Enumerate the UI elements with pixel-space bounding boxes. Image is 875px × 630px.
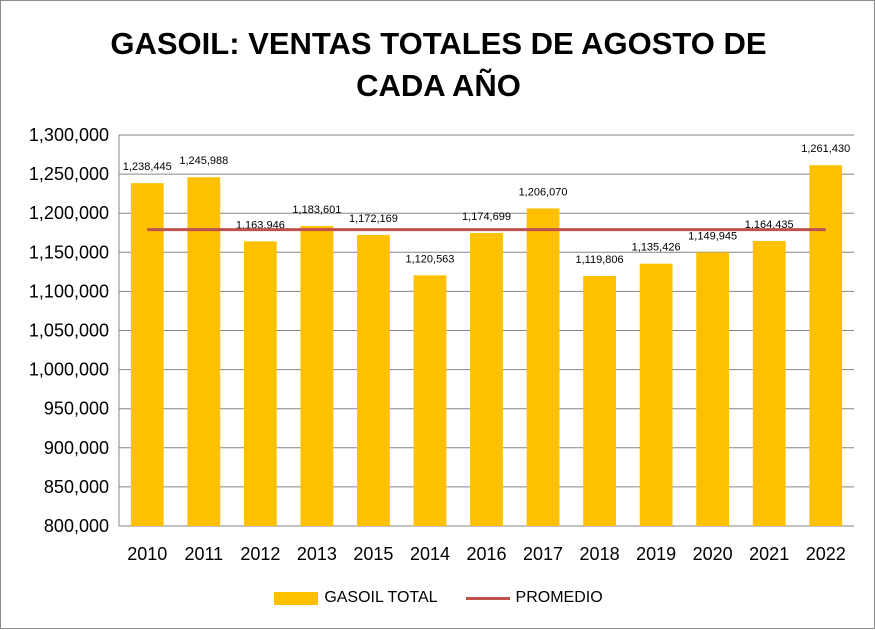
y-tick-label: 950,000	[44, 399, 109, 419]
x-tick-label: 2012	[240, 544, 280, 564]
x-tick-label: 2020	[693, 544, 733, 564]
legend-swatch-bar	[274, 591, 319, 605]
bar	[357, 234, 390, 526]
x-tick-label: 2019	[636, 544, 676, 564]
data-label: 1,238,445	[123, 161, 172, 173]
x-tick-label: 2018	[580, 544, 620, 564]
chart-title: GASOIL: VENTAS TOTALES DE AGOSTO DE CADA…	[1, 23, 875, 107]
y-tick-label: 1,000,000	[29, 360, 109, 380]
data-label: 1,174,699	[462, 211, 511, 223]
bar	[470, 232, 503, 526]
y-tick-label: 850,000	[44, 477, 109, 497]
legend-swatch-line	[465, 596, 510, 600]
bar	[300, 226, 334, 526]
legend-item-gasoil-total: GASOIL TOTAL	[274, 589, 438, 607]
y-tick-label: 1,050,000	[29, 321, 109, 341]
y-tick-label: 1,200,000	[29, 203, 109, 223]
y-tick-label: 1,300,000	[29, 125, 109, 145]
data-label: 1,149,945	[688, 230, 737, 242]
data-label: 1,261,430	[801, 143, 850, 155]
y-tick-label: 1,250,000	[29, 164, 109, 184]
bar	[639, 263, 673, 526]
data-label: 1,245,988	[179, 155, 228, 167]
bar	[809, 165, 843, 526]
bar	[583, 275, 616, 526]
chart-title-line-1: GASOIL: VENTAS TOTALES DE AGOSTO DE	[110, 26, 767, 61]
data-label: 1,183,601	[292, 204, 341, 216]
chart-title-line-2: CADA AÑO	[356, 68, 521, 103]
data-label: 1,135,426	[632, 242, 681, 254]
legend-label-promedio: PROMEDIO	[515, 589, 603, 606]
data-label: 1,206,070	[519, 186, 568, 198]
legend-item-promedio: PROMEDIO	[465, 589, 603, 607]
x-tick-label: 2021	[749, 544, 789, 564]
bar	[187, 177, 221, 527]
x-tick-label: 2017	[523, 544, 563, 564]
x-tick-label: 2013	[297, 544, 337, 564]
bar	[526, 208, 560, 527]
y-tick-label: 900,000	[44, 438, 109, 458]
x-tick-label: 2010	[127, 544, 167, 564]
data-label: 1,172,169	[349, 213, 398, 225]
data-label: 1,119,806	[576, 254, 624, 266]
legend: GASOIL TOTAL PROMEDIO	[1, 586, 875, 610]
bar	[130, 183, 164, 526]
legend-label-gasoil-total: GASOIL TOTAL	[324, 589, 438, 606]
x-tick-label: 2016	[466, 544, 506, 564]
bar	[696, 252, 730, 526]
bar	[243, 241, 277, 526]
bar	[413, 275, 447, 526]
bar	[752, 241, 786, 526]
x-tick-label: 2022	[806, 544, 846, 564]
y-tick-label: 800,000	[44, 516, 109, 536]
x-tick-label: 2015	[353, 544, 393, 564]
data-label: 1,164,435	[745, 219, 794, 231]
x-tick-label: 2014	[410, 544, 450, 564]
y-tick-label: 1,100,000	[29, 281, 109, 301]
data-label: 1,120,563	[405, 253, 454, 265]
y-tick-label: 1,150,000	[29, 242, 109, 262]
x-tick-label: 2011	[184, 544, 223, 564]
